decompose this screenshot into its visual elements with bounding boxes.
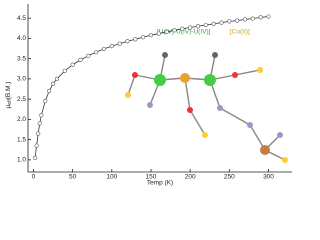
data-point xyxy=(47,88,52,94)
y-tick-label: 1.5 xyxy=(17,136,26,143)
data-point xyxy=(50,81,56,86)
data-point xyxy=(180,26,185,31)
y-label-unit: (B.M.) xyxy=(5,82,12,100)
data-point xyxy=(258,15,263,20)
y-tick-label: 4.5 xyxy=(17,15,26,22)
data-point xyxy=(172,28,177,33)
data-point xyxy=(227,19,232,24)
data-point xyxy=(43,99,48,104)
data-point xyxy=(250,16,255,21)
y-label-symbol: μ xyxy=(5,104,12,108)
data-point xyxy=(195,24,201,29)
molecule-inset xyxy=(125,52,288,163)
x-tick-label: 250 xyxy=(224,174,235,181)
data-point xyxy=(109,44,114,49)
y-tick-label: 4.0 xyxy=(17,35,26,42)
data-point xyxy=(39,113,44,118)
x-axis-label: Temp (K) xyxy=(147,180,173,187)
data-point xyxy=(148,33,154,38)
y-tick-label: 2.0 xyxy=(17,116,26,123)
data-point xyxy=(266,14,271,19)
data-point xyxy=(211,21,216,26)
data-point xyxy=(34,143,39,148)
y-tick-label: 3.5 xyxy=(17,55,26,62)
annotation: [U(IV)-U(IV)-U(IV)] xyxy=(157,29,211,36)
data-point xyxy=(86,53,91,58)
data-point xyxy=(219,20,224,25)
y-tick-label: 3.0 xyxy=(17,76,26,83)
y-tick-label: 1.0 xyxy=(17,157,26,164)
data-point xyxy=(78,57,83,62)
x-tick-label: 50 xyxy=(69,174,77,181)
annotation: [Co(II)] xyxy=(230,29,250,36)
data-point xyxy=(125,39,130,44)
data-point xyxy=(94,50,99,55)
data-point xyxy=(156,31,161,36)
y-tick-label: 2.5 xyxy=(17,96,26,103)
data-point xyxy=(141,35,146,40)
chart: [U(IV)-U(IV)-U(IV)] [Co(II)] Temp (K) μe… xyxy=(5,4,292,187)
data-point xyxy=(117,41,122,46)
data-point xyxy=(203,22,208,28)
x-tick-label: 300 xyxy=(263,174,274,181)
data-point xyxy=(36,131,41,136)
x-tick-label: 150 xyxy=(146,174,157,181)
data-point xyxy=(62,68,67,73)
x-tick-label: 200 xyxy=(185,174,196,181)
data-point xyxy=(32,155,38,160)
data-point xyxy=(235,18,240,23)
data-point xyxy=(164,29,169,35)
data-point xyxy=(54,76,60,81)
fit-line xyxy=(34,16,269,158)
data-point xyxy=(133,37,138,42)
y-label-subscript: eff xyxy=(7,99,13,105)
data-point xyxy=(101,46,107,52)
y-axis-label: μeff(B.M.) xyxy=(5,82,14,109)
data-point xyxy=(70,62,75,67)
x-tick-label: 100 xyxy=(106,174,117,181)
x-tick-label: 0 xyxy=(32,174,36,181)
data-point xyxy=(242,17,248,22)
data-point xyxy=(37,121,42,126)
data-point xyxy=(188,25,193,30)
